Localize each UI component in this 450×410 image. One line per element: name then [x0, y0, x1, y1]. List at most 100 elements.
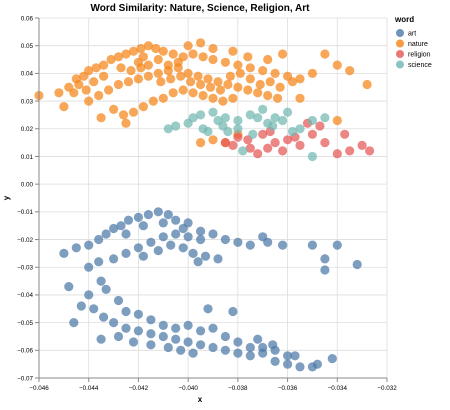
- point-religion: [270, 138, 280, 148]
- point-science: [238, 146, 248, 156]
- point-religion: [365, 146, 375, 156]
- point-art: [196, 234, 206, 245]
- points-layer: [34, 38, 375, 372]
- point-nature: [218, 96, 228, 106]
- point-nature: [116, 63, 126, 73]
- point-nature: [332, 60, 342, 70]
- point-art: [158, 218, 168, 228]
- point-art: [290, 351, 300, 361]
- point-art: [138, 251, 148, 261]
- point-science: [307, 151, 317, 162]
- point-art: [245, 240, 255, 250]
- point-science: [188, 113, 198, 123]
- point-art: [133, 243, 143, 253]
- point-religion: [220, 138, 230, 148]
- point-art: [320, 254, 330, 264]
- point-science: [283, 107, 293, 117]
- point-nature: [176, 71, 186, 81]
- point-art: [84, 290, 94, 300]
- point-nature: [243, 52, 253, 62]
- legend-label-art: art: [408, 31, 416, 38]
- point-art: [109, 318, 119, 328]
- point-religion: [332, 149, 342, 159]
- point-nature: [166, 74, 176, 84]
- point-nature: [143, 60, 153, 70]
- point-nature: [84, 66, 94, 76]
- chart-title: Word Similarity: Nature, Science, Religi…: [91, 3, 311, 14]
- point-art: [208, 342, 218, 353]
- point-art: [176, 345, 186, 355]
- point-nature: [362, 79, 372, 90]
- point-art: [220, 345, 230, 355]
- point-nature: [133, 74, 143, 84]
- point-nature: [118, 110, 129, 120]
- point-art: [158, 331, 168, 342]
- x-tick-label: −0.034: [328, 385, 348, 392]
- y-tick-label: −0.05: [17, 320, 33, 327]
- point-art: [307, 240, 317, 250]
- point-nature: [158, 46, 168, 56]
- point-nature: [307, 68, 317, 78]
- point-science: [270, 113, 280, 123]
- point-art: [158, 232, 168, 242]
- point-art: [153, 246, 163, 256]
- point-art: [113, 295, 124, 306]
- point-nature: [196, 138, 206, 148]
- point-art: [96, 276, 106, 286]
- point-nature: [220, 57, 230, 67]
- legend-label-science: science: [408, 62, 432, 69]
- point-art: [283, 359, 293, 369]
- point-art: [69, 318, 79, 328]
- point-nature: [275, 82, 285, 92]
- point-nature: [74, 79, 84, 90]
- y-tick-label: 0.03: [21, 98, 34, 105]
- point-nature: [153, 54, 163, 65]
- point-art: [278, 240, 288, 250]
- point-art: [312, 359, 322, 369]
- y-tick-label: 0.01: [21, 154, 34, 161]
- point-science: [268, 121, 278, 131]
- point-art: [109, 223, 119, 234]
- point-art: [228, 306, 238, 317]
- point-science: [196, 110, 206, 120]
- x-axis-label: x: [198, 395, 203, 404]
- x-tick-label: −0.038: [228, 385, 248, 392]
- point-art: [208, 323, 218, 333]
- point-art: [208, 229, 218, 239]
- y-tick-label: −0.04: [17, 292, 33, 299]
- y-tick-label: −0.03: [17, 265, 33, 272]
- point-art: [143, 210, 153, 220]
- point-art: [109, 254, 119, 264]
- point-nature: [332, 115, 342, 126]
- point-science: [233, 124, 243, 134]
- point-nature: [213, 77, 223, 87]
- x-tick-label: −0.036: [278, 385, 298, 392]
- point-nature: [113, 52, 124, 62]
- point-religion: [233, 132, 243, 142]
- point-nature: [143, 41, 153, 51]
- point-nature: [196, 79, 206, 90]
- y-tick-label: 0.04: [21, 71, 34, 78]
- point-nature: [208, 93, 218, 103]
- point-art: [200, 251, 211, 261]
- point-nature: [198, 90, 208, 101]
- point-science: [220, 113, 230, 123]
- point-art: [121, 229, 131, 239]
- point-art: [121, 323, 131, 333]
- y-tick-label: −0.06: [17, 348, 33, 355]
- point-nature: [128, 107, 139, 117]
- point-art: [113, 331, 124, 342]
- point-art: [146, 315, 156, 325]
- point-religion: [228, 140, 238, 150]
- legend-symbol-science: [396, 60, 404, 69]
- point-nature: [151, 43, 161, 54]
- point-nature: [81, 85, 91, 95]
- point-nature: [228, 46, 238, 56]
- point-art: [178, 243, 188, 253]
- point-nature: [59, 102, 69, 112]
- point-art: [183, 337, 193, 347]
- y-tick-label: 0.00: [21, 181, 34, 188]
- point-science: [208, 107, 218, 117]
- point-nature: [109, 104, 119, 114]
